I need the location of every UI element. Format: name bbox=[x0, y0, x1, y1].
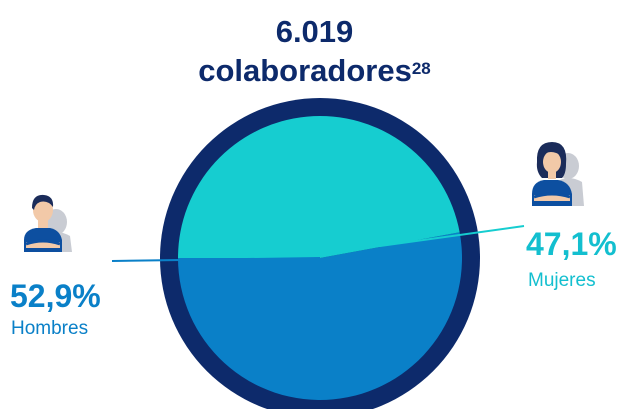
pie-slice-mujeres bbox=[178, 115, 460, 258]
chart-title-unit-text: colaboradores bbox=[198, 53, 412, 88]
leader-line-hombres bbox=[111, 257, 321, 262]
man-avatar-icon bbox=[24, 194, 72, 252]
percent-hombres: 52,9% bbox=[10, 278, 101, 314]
pie-slice-hombres bbox=[178, 232, 463, 400]
leader-line-mujeres bbox=[379, 225, 525, 247]
chart-title-total: 6.019 bbox=[275, 14, 354, 49]
label-hombres: Hombres bbox=[11, 318, 89, 339]
percent-mujeres: 47,1% bbox=[526, 226, 617, 262]
label-mujeres: Mujeres bbox=[528, 270, 596, 291]
chart-title-unit: colaboradores28 bbox=[0, 53, 629, 89]
pie-slices bbox=[178, 115, 463, 400]
footnote-marker: 28 bbox=[411, 59, 431, 78]
woman-avatar-icon bbox=[532, 142, 584, 206]
